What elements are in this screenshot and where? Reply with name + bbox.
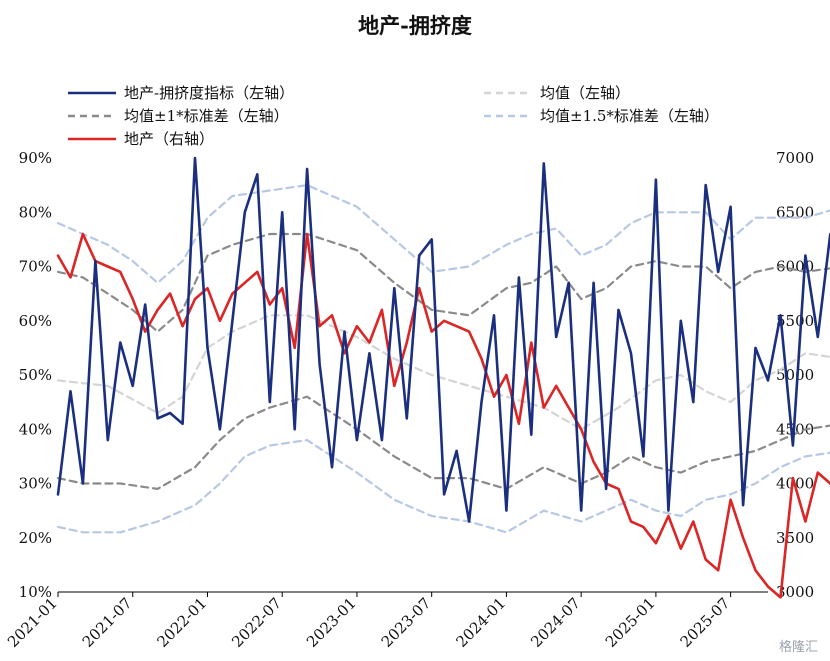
- series-line-0: [56, 156, 830, 523]
- y-right-tick-label: 5500: [776, 312, 814, 330]
- series-line-1: [56, 314, 830, 431]
- y-right-tick-label: 7000: [776, 149, 814, 167]
- y-left-tick-label: 10%: [19, 583, 52, 601]
- series-line-5: [56, 439, 830, 534]
- legend: 地产-拥挤度指标（左轴） 均值（左轴） 均值±1*标准差（左轴） 均值±1.5*标准差…: [68, 84, 719, 148]
- y-left-tick-label: 20%: [19, 529, 52, 547]
- y-left-tick-label: 80%: [19, 203, 52, 221]
- series-line-4: [56, 184, 830, 284]
- x-tick-label: 2025-07: [677, 594, 734, 651]
- chart-title: 地产-拥挤度: [358, 13, 472, 38]
- y-left-tick-label: 90%: [19, 149, 52, 167]
- x-tick-label: 2022-01: [153, 594, 210, 651]
- y-left-tick-label: 60%: [19, 312, 52, 330]
- y-left-tick-label: 40%: [19, 420, 52, 438]
- x-tick-label: 2024-07: [527, 594, 584, 651]
- legend-label: 均值±1.5*标准差（左轴）: [540, 107, 719, 125]
- series-line-2: [56, 232, 830, 333]
- y-left-tick-label: 50%: [19, 366, 52, 384]
- y-right-tick-label: 3500: [776, 529, 814, 547]
- legend-label: 地产（右轴）: [124, 130, 214, 148]
- legend-label: 均值±1*标准差（左轴）: [124, 107, 289, 125]
- y-right-tick-label: 3000: [776, 583, 814, 601]
- x-tick-label: 2021-07: [79, 594, 136, 651]
- watermark: 格隆汇: [778, 640, 818, 655]
- x-tick-label: 2025-01: [602, 594, 659, 651]
- x-tick-label: 2023-07: [378, 594, 435, 651]
- x-tick-label: 2021-01: [4, 594, 61, 651]
- x-tick-label: 2022-07: [228, 594, 285, 651]
- y-left-tick-label: 30%: [19, 475, 52, 493]
- x-tick-label: 2024-01: [452, 594, 509, 651]
- x-tick-label: 2023-01: [303, 594, 360, 651]
- series-layer: [56, 156, 830, 599]
- legend-label: 地产-拥挤度指标（左轴）: [124, 84, 294, 102]
- legend-label: 均值（左轴）: [540, 84, 630, 102]
- series-line-3: [56, 395, 830, 490]
- y-left-tick-label: 70%: [19, 258, 52, 276]
